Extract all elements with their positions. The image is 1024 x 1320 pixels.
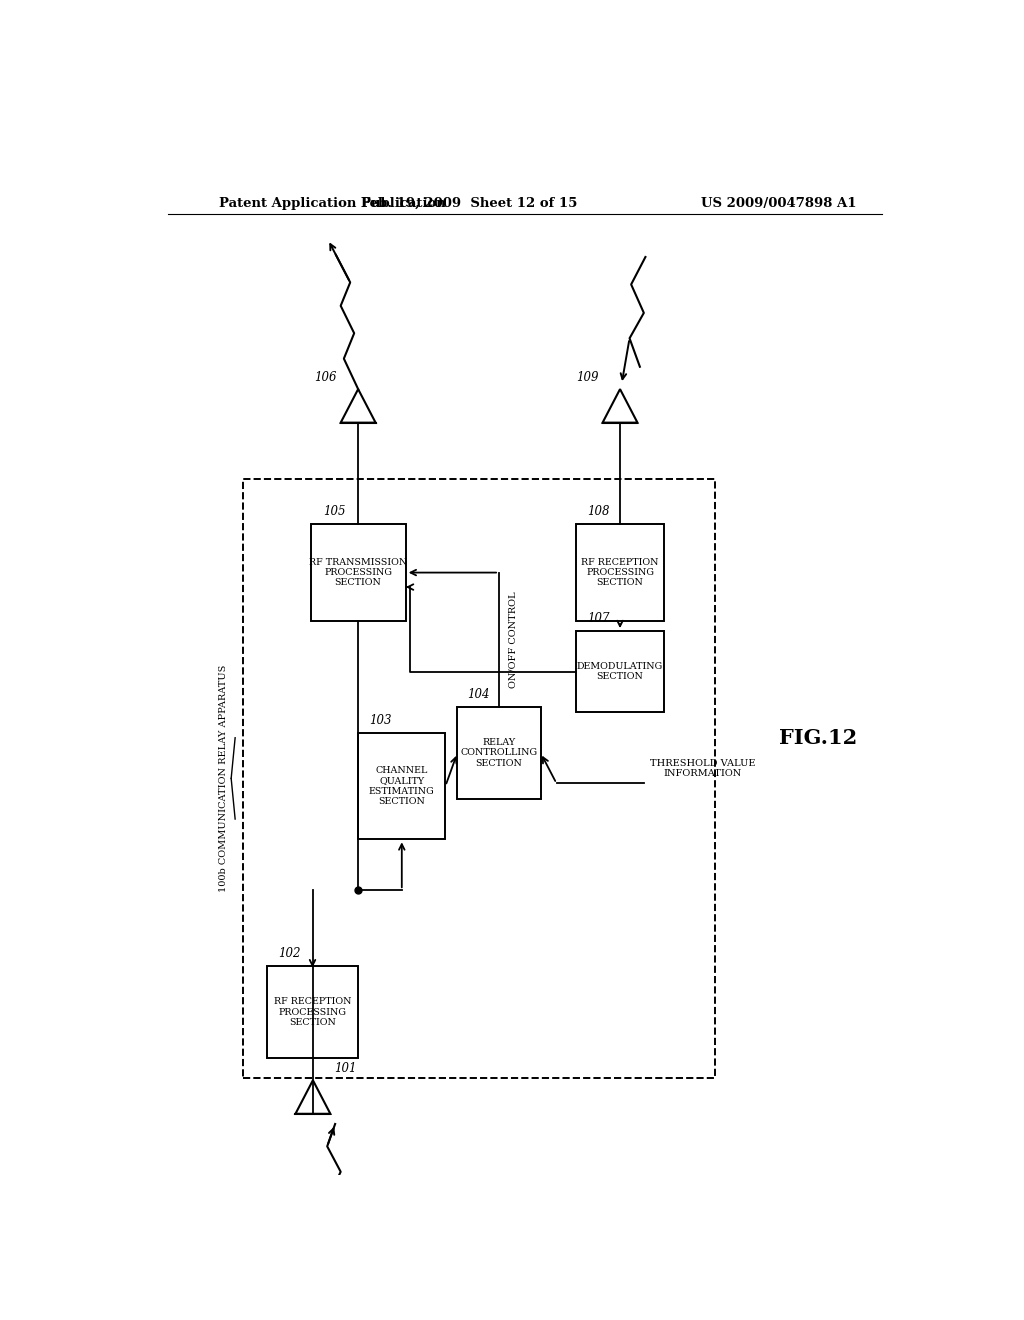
Text: Feb. 19, 2009  Sheet 12 of 15: Feb. 19, 2009 Sheet 12 of 15 — [361, 197, 578, 210]
Text: DEMODULATING
SECTION: DEMODULATING SECTION — [577, 663, 664, 681]
Text: FIG.12: FIG.12 — [779, 727, 857, 747]
Text: 105: 105 — [324, 506, 345, 519]
FancyBboxPatch shape — [358, 733, 445, 840]
Text: 104: 104 — [467, 688, 489, 701]
Text: 101: 101 — [334, 1063, 356, 1076]
Text: RF RECEPTION
PROCESSING
SECTION: RF RECEPTION PROCESSING SECTION — [582, 557, 658, 587]
Text: 107: 107 — [587, 612, 609, 624]
Text: THRESHOLD VALUE
INFORMATION: THRESHOLD VALUE INFORMATION — [650, 759, 756, 779]
FancyBboxPatch shape — [577, 524, 664, 620]
Text: US 2009/0047898 A1: US 2009/0047898 A1 — [701, 197, 856, 210]
FancyBboxPatch shape — [267, 966, 358, 1057]
Text: RELAY
CONTROLLING
SECTION: RELAY CONTROLLING SECTION — [461, 738, 538, 768]
Text: 109: 109 — [577, 371, 599, 384]
Text: 102: 102 — [279, 948, 301, 961]
FancyBboxPatch shape — [577, 631, 664, 713]
Text: 103: 103 — [369, 714, 391, 726]
Text: 106: 106 — [314, 371, 337, 384]
Text: RF RECEPTION
PROCESSING
SECTION: RF RECEPTION PROCESSING SECTION — [273, 998, 351, 1027]
Text: RF TRANSMISSION
PROCESSING
SECTION: RF TRANSMISSION PROCESSING SECTION — [309, 557, 408, 587]
FancyBboxPatch shape — [310, 524, 406, 620]
FancyBboxPatch shape — [458, 708, 541, 799]
Text: 108: 108 — [587, 506, 609, 519]
Text: CHANNEL
QUALITY
ESTIMATING
SECTION: CHANNEL QUALITY ESTIMATING SECTION — [369, 766, 434, 807]
Text: 100b COMMUNICATION RELAY APPARATUS: 100b COMMUNICATION RELAY APPARATUS — [219, 665, 227, 892]
Text: ON/OFF CONTROL: ON/OFF CONTROL — [509, 591, 517, 688]
Text: Patent Application Publication: Patent Application Publication — [219, 197, 446, 210]
